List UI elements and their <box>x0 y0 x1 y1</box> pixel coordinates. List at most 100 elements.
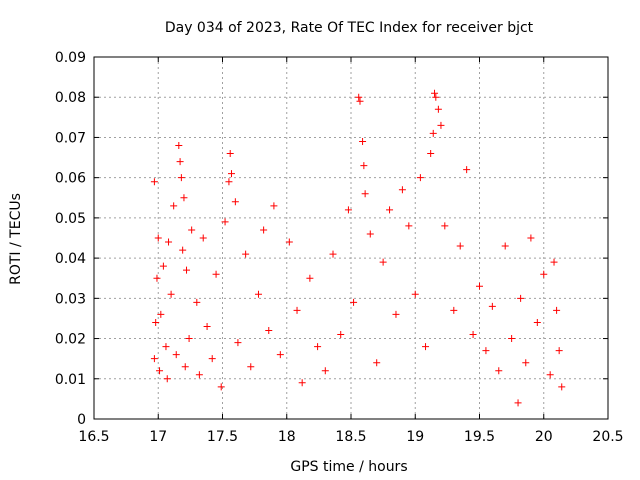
data-point <box>260 226 268 234</box>
y-tick-label: 0 <box>77 412 86 428</box>
data-point <box>150 178 158 186</box>
data-point <box>379 258 387 266</box>
data-point <box>254 290 262 298</box>
data-point <box>329 250 337 258</box>
data-point <box>185 335 193 343</box>
data-point <box>270 202 278 210</box>
data-point <box>533 318 541 326</box>
data-point <box>163 375 171 383</box>
data-point <box>540 270 548 278</box>
data-point <box>432 93 440 101</box>
data-point <box>437 121 445 129</box>
data-point <box>350 298 358 306</box>
data-point <box>234 339 242 347</box>
data-point <box>476 282 483 290</box>
data-point <box>172 351 180 359</box>
y-tick-label: 0.03 <box>55 291 86 307</box>
data-point <box>359 137 367 145</box>
data-point <box>175 141 183 149</box>
data-point <box>306 274 314 282</box>
data-point <box>514 399 522 407</box>
x-tick-label: 17.5 <box>207 429 238 445</box>
data-point <box>276 351 284 359</box>
x-axis-label: GPS time / hours <box>290 459 407 475</box>
data-point <box>431 89 439 97</box>
data-point <box>392 310 400 318</box>
data-point <box>356 97 364 105</box>
data-point <box>546 371 554 379</box>
data-point <box>153 274 161 282</box>
y-tick-label: 0.06 <box>55 171 86 187</box>
data-point <box>208 355 216 363</box>
data-point <box>181 363 189 371</box>
data-point <box>154 234 162 242</box>
data-point <box>162 343 170 351</box>
data-point <box>165 238 173 246</box>
data-point <box>179 246 187 254</box>
data-point <box>517 294 525 302</box>
data-point <box>195 371 203 379</box>
data-point <box>495 367 503 375</box>
data-point <box>422 343 430 351</box>
data-point <box>463 166 471 174</box>
data-point <box>157 310 165 318</box>
data-point <box>482 347 490 355</box>
data-points <box>150 89 566 407</box>
data-point <box>199 234 207 242</box>
x-tick-label: 19 <box>406 429 424 445</box>
x-tick-label: 20 <box>535 429 553 445</box>
data-point <box>361 190 369 198</box>
data-point <box>183 266 191 274</box>
data-point <box>558 383 566 391</box>
data-point <box>314 343 322 351</box>
data-point <box>555 347 563 355</box>
data-point <box>360 162 368 170</box>
data-point <box>293 306 301 314</box>
plot-frame <box>93 56 609 420</box>
data-point <box>231 198 239 206</box>
data-point <box>501 242 509 250</box>
data-point <box>159 262 167 270</box>
data-point <box>152 318 160 326</box>
data-point <box>242 250 250 258</box>
data-point <box>527 234 535 242</box>
data-point <box>373 359 381 367</box>
data-point <box>221 218 229 226</box>
x-tick-label: 17 <box>149 429 167 445</box>
data-point <box>429 129 437 137</box>
data-point <box>450 306 458 314</box>
data-point <box>411 290 419 298</box>
data-point <box>488 302 496 310</box>
chart-title: Day 034 of 2023, Rate Of TEC Index for r… <box>165 20 534 36</box>
data-point <box>265 327 273 335</box>
data-point <box>522 359 530 367</box>
data-point <box>550 258 558 266</box>
data-point <box>355 93 363 101</box>
data-point <box>398 186 406 194</box>
data-point <box>456 242 464 250</box>
data-point <box>366 230 374 238</box>
data-point <box>188 226 196 234</box>
grid-lines <box>94 57 608 419</box>
x-tick-label: 16.5 <box>78 429 109 445</box>
data-point <box>508 335 516 343</box>
y-tick-label: 0.08 <box>55 90 86 106</box>
data-point <box>416 174 424 182</box>
data-point <box>167 290 175 298</box>
y-tick-label: 0.02 <box>55 332 86 348</box>
x-tick-label: 18.5 <box>335 429 366 445</box>
axis-ticks: 16.5 17 17.5 18 18.5 19 19.5 20 20.5 0 0.01 0.02 0.0… <box>55 50 624 445</box>
data-point <box>193 298 201 306</box>
data-point <box>247 363 255 371</box>
data-point <box>177 174 185 182</box>
x-tick-label: 18 <box>278 429 296 445</box>
data-point <box>217 383 225 391</box>
data-point <box>434 105 442 113</box>
y-tick-label: 0.01 <box>55 372 86 388</box>
data-point <box>176 158 184 166</box>
data-point <box>405 222 413 230</box>
data-point <box>225 178 233 186</box>
data-point <box>180 194 188 202</box>
